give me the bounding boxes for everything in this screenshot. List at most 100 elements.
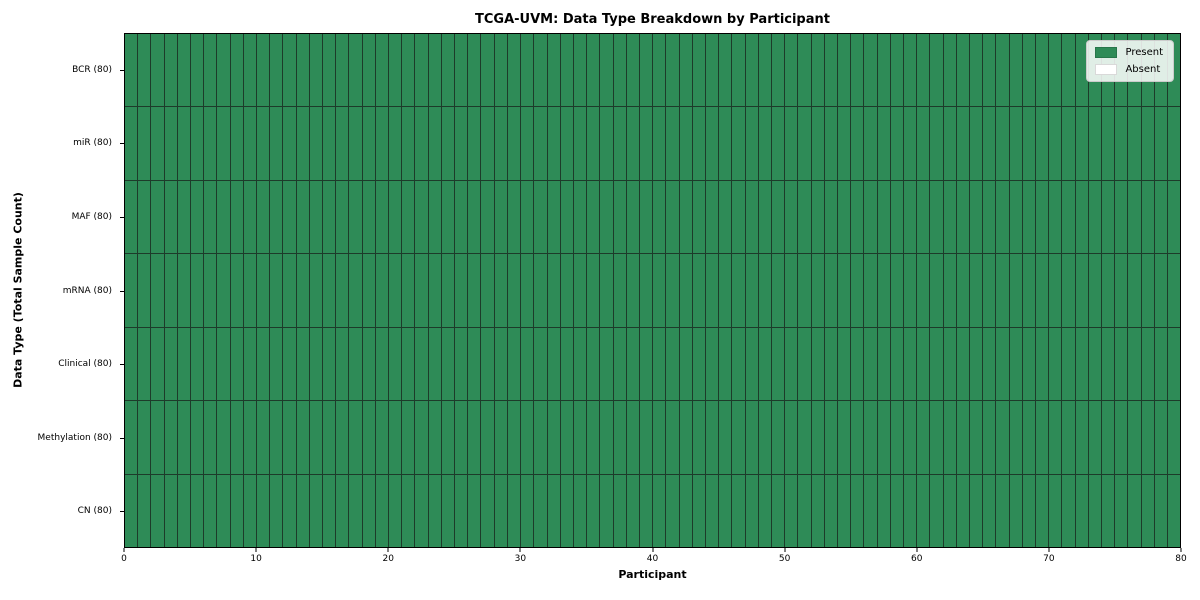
x-tick-mark xyxy=(652,548,653,552)
heatmap-cell xyxy=(547,180,561,254)
heatmap-cell xyxy=(441,107,456,180)
heatmap-cell xyxy=(1102,327,1116,401)
heatmap-cell xyxy=(903,474,918,547)
heatmap-cell xyxy=(230,107,244,180)
heatmap-cell xyxy=(1049,474,1063,547)
heatmap-cell xyxy=(191,254,205,327)
heatmap-cell xyxy=(468,254,482,327)
heatmap-cell xyxy=(824,401,838,474)
heatmap-cell xyxy=(507,180,522,254)
heatmap-cell xyxy=(270,107,284,180)
heatmap-cell xyxy=(600,254,614,327)
heatmap-cell xyxy=(745,327,759,401)
heatmap-cell xyxy=(996,474,1010,547)
heatmap-cell xyxy=(626,180,640,254)
heatmap-cell xyxy=(613,401,627,474)
heatmap-row-BCR xyxy=(125,34,1181,108)
heatmap-cell xyxy=(983,107,997,180)
heatmap-cell xyxy=(177,254,192,327)
heatmap-cell xyxy=(455,254,469,327)
heatmap-cell xyxy=(837,327,852,401)
heatmap-cell xyxy=(296,254,310,327)
heatmap-cell xyxy=(573,327,588,401)
heatmap-cell xyxy=(349,327,363,401)
heatmap-cell xyxy=(560,327,574,401)
heatmap-cell xyxy=(1154,254,1169,327)
heatmap-cell xyxy=(587,254,601,327)
heatmap-cell xyxy=(1049,180,1063,254)
heatmap-cell xyxy=(204,327,218,401)
heatmap-cell xyxy=(257,34,271,107)
heatmap-cell xyxy=(785,254,799,327)
heatmap-cell xyxy=(375,401,390,474)
heatmap-cell xyxy=(1128,401,1142,474)
heatmap-cell xyxy=(1115,474,1129,547)
heatmap-cell xyxy=(745,474,759,547)
heatmap-cell xyxy=(824,107,838,180)
heatmap-cell xyxy=(428,180,442,254)
heatmap-cell xyxy=(1168,401,1181,474)
heatmap-cell xyxy=(798,401,812,474)
heatmap-cell xyxy=(402,401,416,474)
heatmap-cell xyxy=(666,401,680,474)
heatmap-cell xyxy=(323,474,337,547)
heatmap-cell xyxy=(191,107,205,180)
heatmap-cell xyxy=(468,474,482,547)
x-axis-ticks: 0 10 20 30 40 50 60 70 80 xyxy=(121,548,1187,570)
heatmap-cell xyxy=(613,180,627,254)
heatmap-cell xyxy=(679,34,693,107)
heatmap-cell xyxy=(1141,107,1155,180)
heatmap-cell xyxy=(956,34,970,107)
heatmap-cell xyxy=(296,180,310,254)
heatmap-cell xyxy=(1036,401,1050,474)
heatmap-cell xyxy=(771,474,786,547)
heatmap-cell xyxy=(494,180,508,254)
heatmap-cell xyxy=(837,107,852,180)
heatmap-cell xyxy=(283,474,297,547)
heatmap-cell xyxy=(243,327,258,401)
heatmap-cell xyxy=(613,107,627,180)
heatmap-cell xyxy=(719,401,733,474)
heatmap-cell xyxy=(771,401,786,474)
heatmap-cell xyxy=(1036,474,1050,547)
heatmap-cell xyxy=(745,180,759,254)
heatmap-cell xyxy=(970,474,984,547)
heatmap-cell xyxy=(521,254,535,327)
heatmap-cell xyxy=(151,401,165,474)
heatmap-cell xyxy=(204,34,218,107)
heatmap-cell xyxy=(1049,34,1063,107)
heatmap-cell xyxy=(309,107,324,180)
heatmap-cell xyxy=(666,180,680,254)
heatmap-cell xyxy=(824,34,838,107)
heatmap-cell xyxy=(336,180,350,254)
heatmap-cell xyxy=(758,401,772,474)
heatmap-cell xyxy=(1154,107,1169,180)
heatmap-cell xyxy=(164,254,178,327)
heatmap-cell xyxy=(1141,401,1155,474)
heatmap-cell xyxy=(917,401,931,474)
heatmap-cell xyxy=(956,254,970,327)
heatmap-cell xyxy=(375,327,390,401)
heatmap-cell xyxy=(441,254,456,327)
heatmap-cell xyxy=(138,34,152,107)
heatmap-cell xyxy=(679,180,693,254)
heatmap-cell xyxy=(177,401,192,474)
heatmap-cell xyxy=(1168,254,1181,327)
heatmap-cell xyxy=(217,474,231,547)
heatmap-cell xyxy=(138,180,152,254)
heatmap-cell xyxy=(1075,254,1089,327)
heatmap-cell xyxy=(1154,474,1169,547)
heatmap-cell xyxy=(296,34,310,107)
heatmap-cell xyxy=(560,34,574,107)
heatmap-cell xyxy=(1009,474,1023,547)
heatmap-cell xyxy=(758,34,772,107)
heatmap-cell xyxy=(507,254,522,327)
heatmap-cell xyxy=(811,107,825,180)
legend-item-present: Present xyxy=(1095,47,1163,58)
heatmap-cell xyxy=(983,474,997,547)
heatmap-cell xyxy=(903,254,918,327)
heatmap-cell xyxy=(732,34,746,107)
heatmap-cell xyxy=(996,107,1010,180)
heatmap-cell xyxy=(798,474,812,547)
heatmap-cell xyxy=(639,474,654,547)
